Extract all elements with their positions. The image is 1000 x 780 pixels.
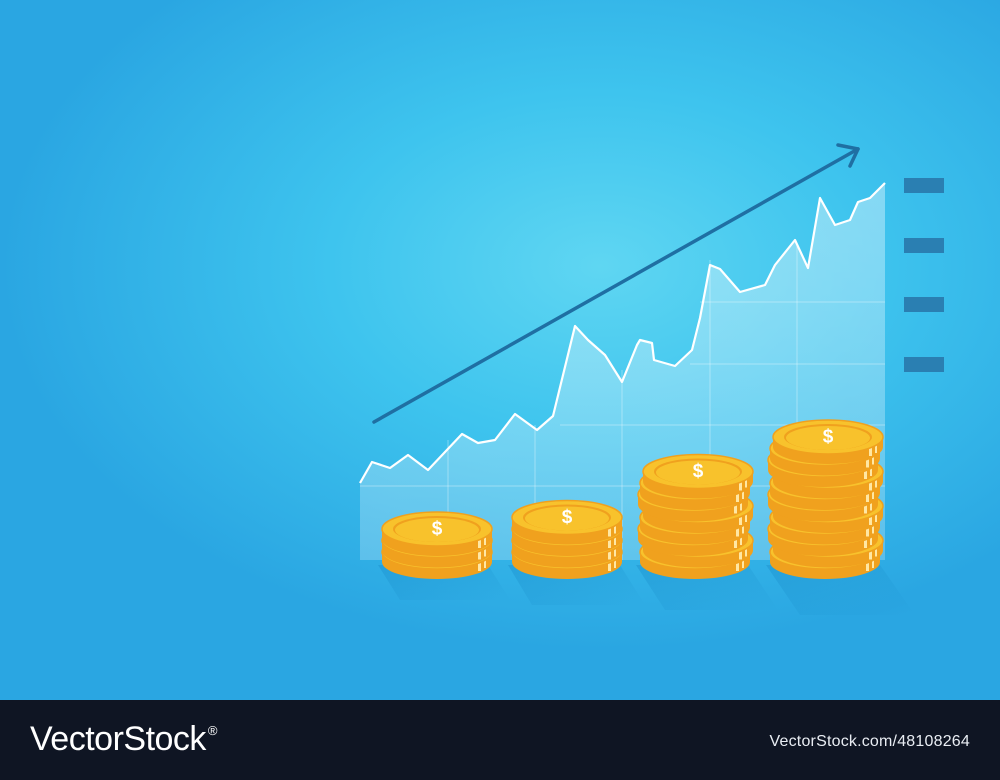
chart-line bbox=[359, 182, 886, 484]
dollar-icon: $ bbox=[693, 461, 704, 482]
growth-illustration: $ $ $ $ bbox=[359, 143, 915, 615]
legend-marker bbox=[904, 357, 944, 372]
coin: $ bbox=[511, 499, 623, 545]
coin-stack: $ bbox=[767, 419, 884, 579]
footer-bar: VectorStock ® VectorStock.com/48108264 bbox=[0, 700, 1000, 780]
legend-marker bbox=[904, 297, 944, 312]
legend-marker bbox=[904, 178, 944, 193]
vectorstock-logo: VectorStock ® bbox=[30, 720, 218, 759]
image-credit: VectorStock.com/48108264 bbox=[769, 733, 970, 750]
legend-marker bbox=[904, 238, 944, 253]
coin: $ bbox=[381, 511, 493, 556]
illustration-canvas: $ $ $ $ bbox=[0, 0, 1000, 700]
dollar-icon: $ bbox=[823, 427, 834, 448]
chart-area bbox=[360, 183, 885, 560]
coin-stack: $ bbox=[637, 453, 754, 579]
dollar-icon: $ bbox=[562, 507, 573, 528]
coin-stack: $ bbox=[511, 499, 623, 579]
trend-arrow-icon bbox=[372, 143, 860, 424]
coin-stacks: $ $ $ $ bbox=[381, 419, 884, 579]
coin-stack: $ bbox=[381, 511, 493, 579]
brand-name: VectorStock bbox=[30, 720, 206, 758]
coin: $ bbox=[642, 453, 754, 499]
dollar-icon: $ bbox=[432, 519, 443, 540]
registered-mark: ® bbox=[207, 722, 218, 738]
coin: $ bbox=[772, 419, 884, 464]
